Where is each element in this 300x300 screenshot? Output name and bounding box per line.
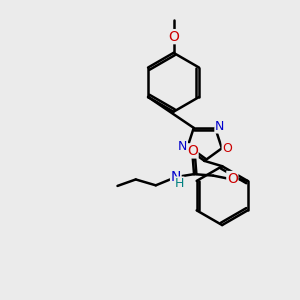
Text: O: O bbox=[168, 30, 179, 44]
Text: N: N bbox=[171, 170, 181, 184]
Text: N: N bbox=[178, 140, 188, 153]
Text: O: O bbox=[222, 142, 232, 155]
Text: H: H bbox=[175, 177, 184, 190]
Text: O: O bbox=[227, 172, 238, 186]
Text: O: O bbox=[187, 144, 198, 158]
Text: N: N bbox=[215, 120, 224, 133]
